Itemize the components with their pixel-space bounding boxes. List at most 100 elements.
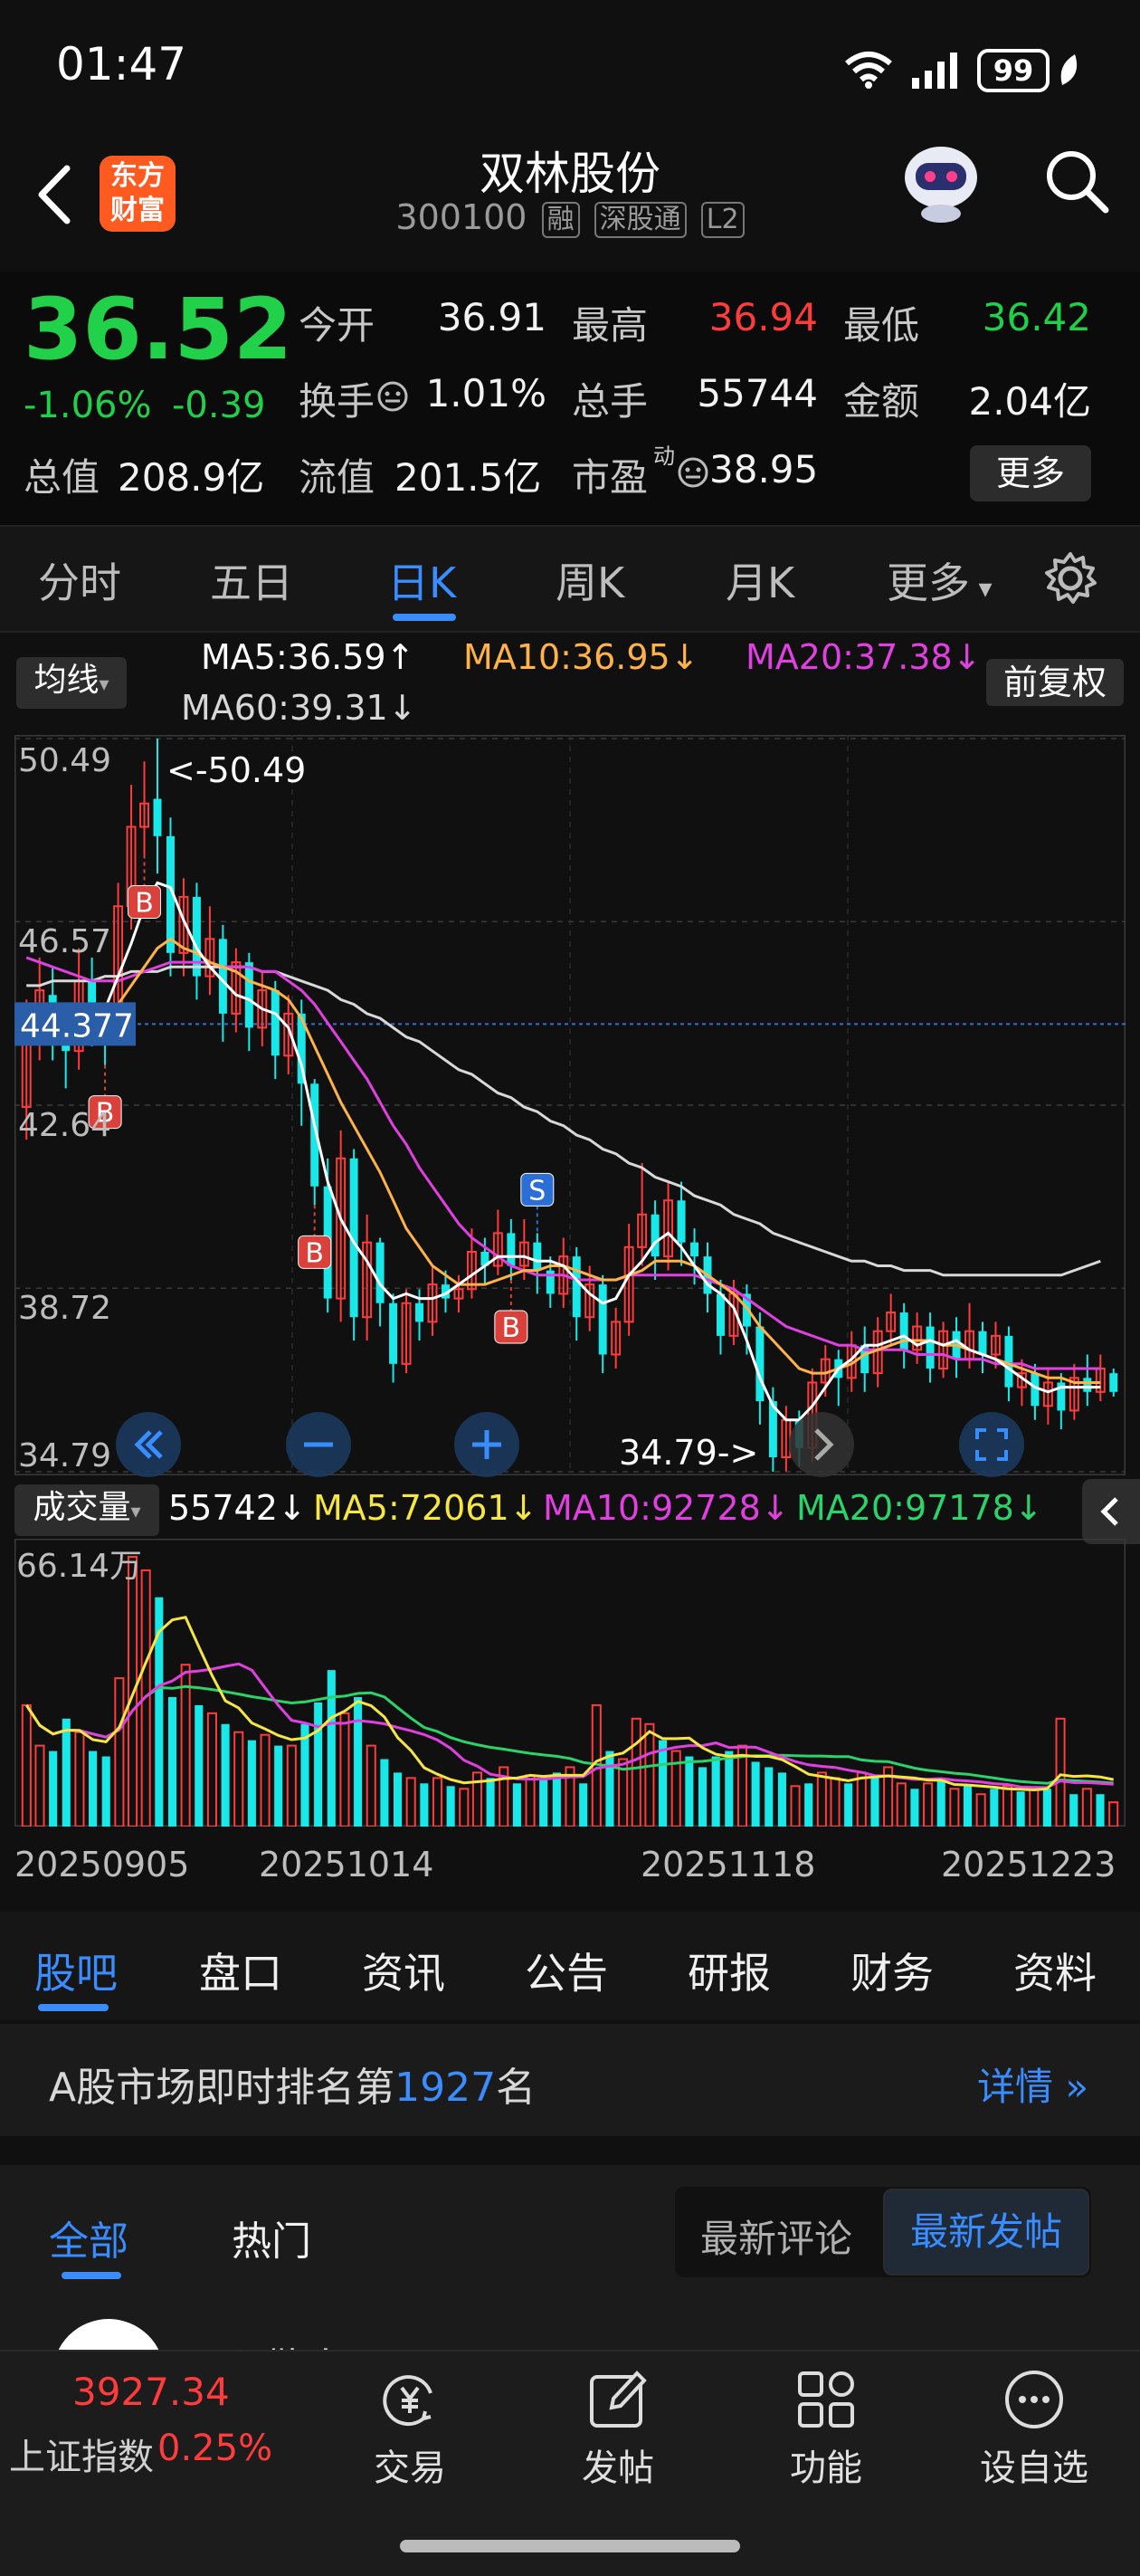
candle — [533, 1242, 542, 1271]
candle — [389, 1302, 398, 1364]
volume-bar — [274, 1745, 283, 1827]
nav-trade[interactable]: 交易 — [342, 2366, 478, 2491]
back-icon[interactable] — [27, 154, 81, 235]
stock-code-line: 300100 融 深股通 L2 — [0, 197, 1140, 238]
margin-tag: 融 — [541, 201, 580, 238]
tab-financials[interactable]: 财务 — [850, 1949, 934, 1998]
sort-latest-comment[interactable]: 最新评论 — [700, 2217, 853, 2261]
volume-bar — [804, 1783, 813, 1827]
candle — [192, 896, 201, 977]
tab-forum[interactable]: 股吧 — [34, 1949, 118, 1998]
double-chevron-right-icon: » — [1053, 2065, 1089, 2109]
volume-bar — [21, 1703, 32, 1827]
nav-post[interactable]: 发帖 — [550, 2366, 686, 2491]
candle — [480, 1252, 489, 1266]
tab-more-periods[interactable]: 更多 ▾ — [887, 550, 993, 610]
volume-bar — [140, 1569, 151, 1827]
tab-profile[interactable]: 资料 — [1013, 1949, 1097, 1998]
gear-icon[interactable] — [1042, 550, 1098, 606]
stock-name: 双林股份 — [480, 148, 660, 200]
volume-bar — [605, 1751, 614, 1827]
fullscreen-icon[interactable] — [955, 1408, 1028, 1481]
nav-functions[interactable]: 功能 — [758, 2366, 894, 2491]
tab-research[interactable]: 研报 — [688, 1949, 771, 1998]
chart-grid — [14, 735, 1126, 1475]
search-icon[interactable] — [1040, 145, 1113, 217]
nav-watchlist[interactable]: 设自选 — [966, 2366, 1102, 2491]
scroll-left-icon[interactable] — [112, 1408, 185, 1481]
volume-bar — [765, 1767, 774, 1827]
rank-detail-link[interactable]: 详情 » — [977, 2056, 1088, 2112]
volume-current: 55742↓ — [168, 1488, 307, 1528]
turnover-value: 1.01% — [425, 371, 546, 415]
tab-five-day[interactable]: 五日 — [210, 558, 293, 607]
volume-ma20-value: MA20:97178 — [796, 1488, 1014, 1528]
post-tab-hot[interactable]: 热门 — [232, 2218, 311, 2265]
volume-bar — [314, 1702, 323, 1827]
smile-icon[interactable] — [675, 454, 711, 491]
more-quote-button[interactable]: 更多 — [970, 445, 1091, 501]
candle — [598, 1284, 607, 1355]
min-price-marker: 34.79-> — [619, 1433, 758, 1473]
brand-logo[interactable]: 东方 财富 — [100, 156, 176, 232]
candle — [231, 961, 242, 1015]
smile-icon[interactable] — [375, 378, 411, 415]
down-arrow-icon: ↓ — [760, 1488, 790, 1528]
candle — [716, 1293, 725, 1336]
volume-bar — [698, 1767, 708, 1827]
tab-weekly-k[interactable]: 周K — [556, 558, 625, 607]
volume-bar — [883, 1766, 894, 1827]
candle — [401, 1302, 412, 1365]
tab-daily-k[interactable]: 日K — [387, 558, 457, 607]
zoom-in-icon[interactable] — [451, 1408, 523, 1481]
tab-news[interactable]: 资讯 — [362, 1949, 445, 1998]
sort-latest-post[interactable]: 最新发帖 — [883, 2189, 1089, 2275]
volume-label: 总手 — [572, 379, 649, 424]
candle — [755, 1326, 765, 1402]
volume-indicator-label: 成交量 — [33, 1489, 131, 1526]
rank-suffix: 名 — [496, 2065, 537, 2111]
tab-monthly-k[interactable]: 月K — [726, 558, 795, 607]
tab-intraday[interactable]: 分时 — [38, 558, 121, 607]
buy-signal-label: B — [305, 1237, 324, 1269]
adjust-mode-button[interactable]: 前复权 — [986, 659, 1124, 706]
buy-signal-label: B — [135, 887, 154, 919]
open-label: 今开 — [299, 303, 375, 348]
volume-bar — [34, 1744, 45, 1827]
amount-value: 2.04亿 — [968, 379, 1091, 424]
candle — [1083, 1378, 1092, 1392]
volume-ma20: MA20:97178↓ — [796, 1488, 1043, 1528]
connect-tag: 深股通 — [594, 201, 687, 238]
zoom-out-icon[interactable] — [282, 1408, 355, 1481]
buy-signal-label: B — [502, 1312, 521, 1344]
volume-bar — [1002, 1785, 1013, 1827]
tab-announcements[interactable]: 公告 — [525, 1949, 608, 1998]
leaf-icon — [1060, 54, 1078, 85]
index-name[interactable]: 上证指数 — [9, 2437, 154, 2478]
volume-value: 55744 — [697, 371, 818, 415]
date-label: 20251118 — [641, 1845, 816, 1884]
collapse-indicator-button[interactable] — [1082, 1479, 1140, 1544]
ma10-value: MA10:36.95 — [463, 637, 670, 677]
tab-order-book[interactable]: 盘口 — [199, 1949, 282, 1998]
volume-bar — [975, 1793, 986, 1827]
low-label: 最低 — [843, 303, 920, 348]
candle — [441, 1284, 450, 1299]
rank-banner[interactable] — [0, 2024, 1140, 2136]
quote-panel — [0, 272, 1140, 525]
home-indicator[interactable] — [400, 2540, 740, 2552]
indicator-selector[interactable]: 均线▾ — [16, 657, 127, 709]
volume-bar — [260, 1733, 271, 1827]
volume-indicator-selector[interactable]: 成交量▾ — [14, 1484, 159, 1536]
volume-bar — [525, 1774, 536, 1827]
scroll-right-icon[interactable] — [785, 1408, 858, 1481]
volume-bar — [221, 1723, 230, 1827]
index-percent[interactable]: 0.25% — [157, 2428, 273, 2469]
robot-assistant-icon[interactable] — [896, 134, 986, 224]
high-value: 36.94 — [708, 295, 818, 339]
post-tab-all[interactable]: 全部 — [49, 2218, 128, 2265]
volume-bar — [896, 1782, 907, 1827]
candlestick-chart[interactable]: B B B B S 50.49 46.57 42.64 38.72 34.79 44.377 <-5… — [14, 735, 1126, 1475]
volume-chart[interactable]: 66.14万 — [14, 1539, 1126, 1827]
index-value[interactable]: 3927.34 — [72, 2370, 230, 2414]
